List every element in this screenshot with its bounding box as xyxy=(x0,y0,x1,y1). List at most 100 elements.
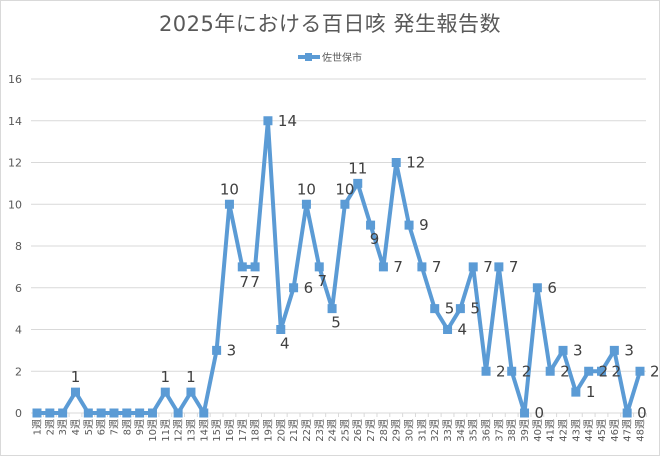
x-tick-label: 40週 xyxy=(532,419,544,442)
x-tick-label: 48週 xyxy=(635,419,647,442)
data-point-marker xyxy=(224,199,234,209)
x-tick-label: 35週 xyxy=(468,419,480,442)
data-label: 7 xyxy=(432,258,442,276)
legend-label: 佐世保市 xyxy=(322,53,362,64)
data-point-marker xyxy=(340,199,350,209)
x-tick-label: 28週 xyxy=(378,419,390,442)
data-point-marker xyxy=(494,262,504,272)
data-label: 7 xyxy=(509,258,519,276)
x-tick-label: 17週 xyxy=(237,419,249,442)
data-label: 2 xyxy=(650,362,660,380)
data-label: 7 xyxy=(393,258,403,276)
data-point-marker xyxy=(532,283,542,293)
data-point-marker xyxy=(366,220,376,230)
data-point-marker xyxy=(584,366,594,376)
data-point-marker xyxy=(635,366,645,376)
data-point-marker xyxy=(135,408,145,418)
data-point-marker xyxy=(545,366,555,376)
x-tick-label: 18週 xyxy=(250,419,262,442)
x-tick-label: 20週 xyxy=(275,419,287,442)
x-tick-label: 21週 xyxy=(288,419,300,442)
data-label: 6 xyxy=(547,279,557,297)
data-point-marker xyxy=(83,408,93,418)
x-tick-label: 25週 xyxy=(339,419,351,442)
x-tick-label: 2週 xyxy=(44,419,56,435)
data-point-marker xyxy=(109,408,119,418)
data-label: 2 xyxy=(599,362,609,380)
y-tick-label: 6 xyxy=(15,282,22,295)
data-point-marker xyxy=(96,408,106,418)
data-point-marker xyxy=(468,262,478,272)
data-label: 2 xyxy=(560,362,570,380)
x-tick-label: 9週 xyxy=(134,419,146,435)
y-tick-label: 2 xyxy=(15,365,22,378)
x-tick-label: 39週 xyxy=(519,419,531,442)
data-point-marker xyxy=(276,325,286,334)
data-point-marker xyxy=(558,345,568,355)
x-tick-label: 37週 xyxy=(493,419,505,442)
x-tick-label: 11週 xyxy=(160,419,172,442)
data-label: 12 xyxy=(406,154,425,172)
data-point-marker xyxy=(173,408,183,418)
data-label: 4 xyxy=(280,335,290,353)
data-point-marker xyxy=(122,408,132,418)
y-tick-label: 8 xyxy=(15,240,22,253)
data-label: 6 xyxy=(304,279,314,297)
x-tick-label: 23週 xyxy=(314,419,326,442)
x-tick-label: 7週 xyxy=(108,419,120,435)
data-point-marker xyxy=(507,366,517,376)
data-label: 1 xyxy=(586,383,596,401)
data-label: 2 xyxy=(522,362,532,380)
x-tick-label: 41週 xyxy=(545,419,557,442)
x-tick-label: 24週 xyxy=(327,419,339,442)
x-tick-label: 31週 xyxy=(416,419,428,442)
data-point-marker xyxy=(622,408,632,418)
series-line xyxy=(32,116,645,418)
data-label: 4 xyxy=(458,321,468,339)
data-point-marker xyxy=(404,220,414,230)
x-tick-label: 1週 xyxy=(32,419,44,435)
data-label: 7 xyxy=(250,273,260,291)
data-label: 10 xyxy=(297,180,316,198)
data-label: 9 xyxy=(419,216,429,234)
x-tick-label: 27週 xyxy=(365,419,377,442)
x-tick-label: 45週 xyxy=(596,419,608,442)
y-tick-label: 16 xyxy=(8,73,22,86)
data-label: 0 xyxy=(535,404,545,422)
chart-title: 2025年における百日咳 発生報告数 xyxy=(158,12,502,36)
data-point-marker xyxy=(314,262,324,272)
data-label: 5 xyxy=(445,300,455,318)
x-tick-label: 8週 xyxy=(121,419,133,435)
data-point-marker xyxy=(443,325,453,334)
x-tick-label: 34週 xyxy=(455,419,467,442)
data-label: 7 xyxy=(240,273,250,291)
data-label: 1 xyxy=(71,368,81,386)
data-label: 1 xyxy=(161,368,171,386)
x-axis-ticks: 1週 2週 3週 4週 5週 6週 7週 8週 9週 10週 11週 12週 13週 14週 15週 16週 1… xyxy=(32,413,647,442)
data-point-marker xyxy=(301,199,311,209)
data-point-marker xyxy=(571,387,581,397)
data-label: 14 xyxy=(278,112,297,130)
x-tick-label: 19週 xyxy=(262,419,274,442)
x-tick-label: 29週 xyxy=(391,419,403,442)
data-point-marker xyxy=(212,345,222,355)
data-point-marker xyxy=(327,304,337,314)
x-tick-label: 30週 xyxy=(404,419,416,442)
data-point-marker xyxy=(32,408,42,418)
y-axis-ticks: 0 2 4 6 8 10 12 14 16 xyxy=(8,73,22,420)
x-tick-label: 10週 xyxy=(147,419,159,442)
x-tick-label: 5週 xyxy=(83,419,95,435)
x-tick-label: 6週 xyxy=(96,419,108,435)
y-tick-label: 4 xyxy=(15,324,22,337)
x-tick-label: 46週 xyxy=(609,419,621,442)
data-point-marker xyxy=(263,116,273,126)
data-point-marker xyxy=(186,387,196,397)
data-label: 11 xyxy=(348,159,367,177)
x-tick-label: 44週 xyxy=(583,419,595,442)
x-tick-label: 43週 xyxy=(570,419,582,442)
data-point-marker xyxy=(237,262,247,272)
data-label: 3 xyxy=(624,341,634,359)
x-tick-label: 16週 xyxy=(224,419,236,442)
